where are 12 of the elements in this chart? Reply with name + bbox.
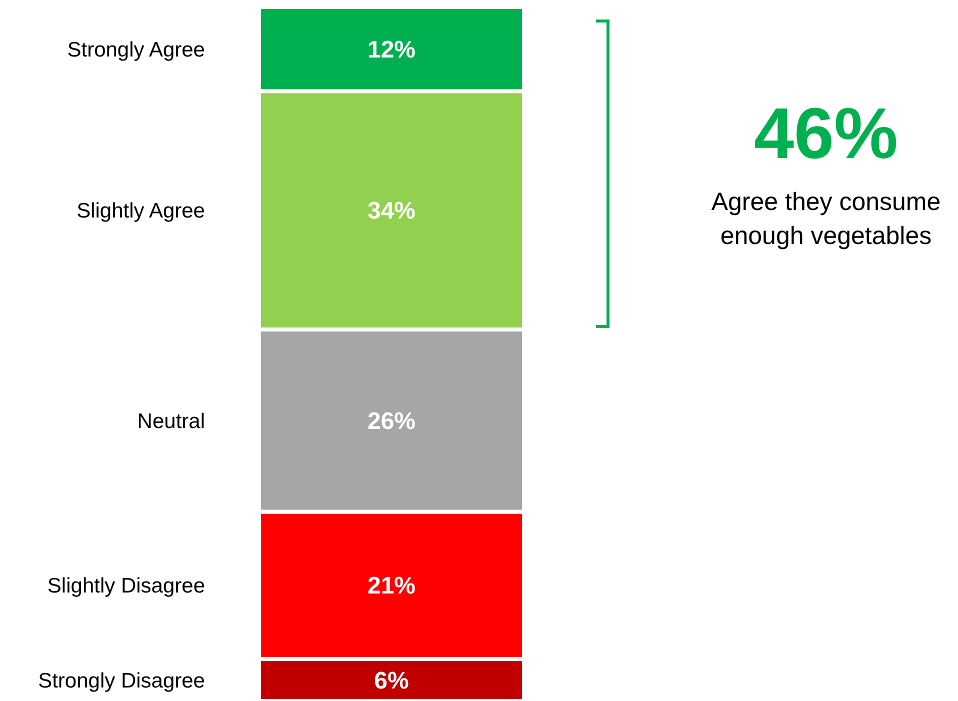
text: Strongly Disagree: [38, 669, 205, 692]
data-label: 26%: [367, 408, 416, 435]
data-label: 12%: [367, 36, 416, 64]
text: 46%: [754, 94, 898, 174]
text: Agree they consume enough vegetables: [711, 188, 941, 250]
text: Slightly Disagree: [47, 574, 205, 598]
text: Strongly Agree: [67, 38, 205, 62]
text: Slightly Agree: [76, 200, 205, 223]
data-label: 21%: [367, 572, 416, 600]
text: Neutral: [137, 410, 205, 433]
data-label: 6%: [374, 667, 409, 694]
data-label: 34%: [367, 198, 416, 225]
